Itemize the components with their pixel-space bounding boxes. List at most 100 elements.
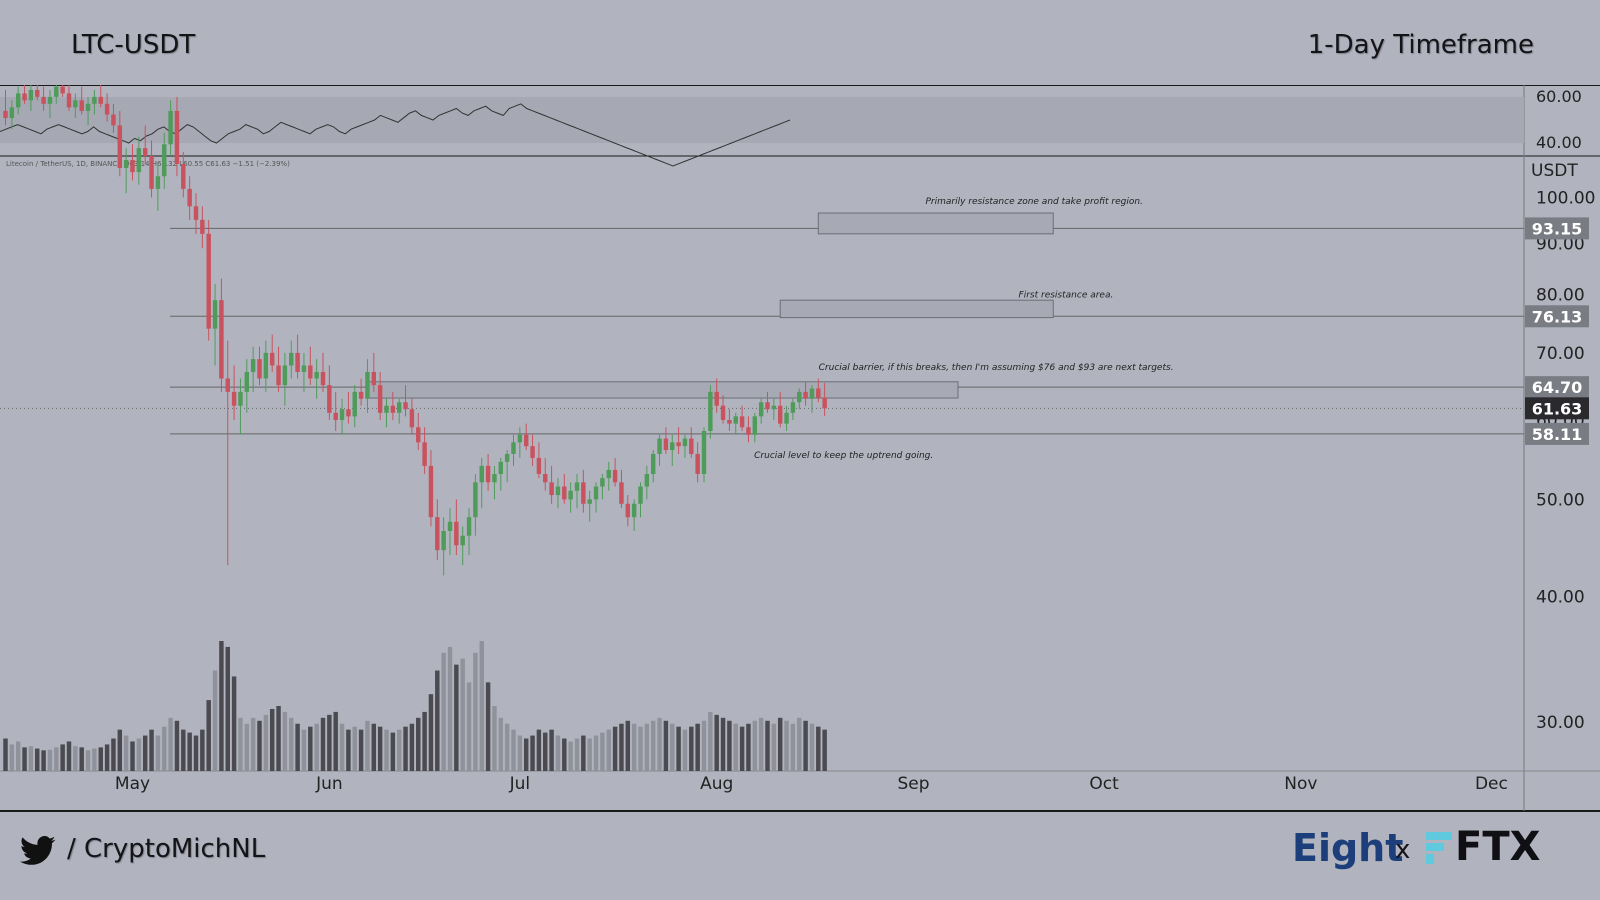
price-tick-label: 30.00 [1536, 713, 1585, 733]
volume-bar [206, 700, 211, 771]
volume-bar [549, 729, 554, 771]
candle-body [625, 503, 631, 518]
volume-bar [650, 720, 656, 771]
candle-body [701, 431, 707, 475]
price-tick-label: 80.00 [1536, 286, 1585, 306]
volume-bar [346, 729, 351, 771]
candle-body [574, 482, 580, 491]
volume-bar [365, 720, 370, 771]
candle-body [485, 465, 491, 483]
volume-bar [73, 746, 78, 771]
volume-bar [403, 726, 408, 771]
candle-body [35, 89, 40, 97]
candle-body [492, 474, 497, 483]
candle-body [606, 469, 611, 479]
candle-body [435, 517, 440, 551]
volume-bar [574, 738, 580, 771]
volume-bar [244, 723, 250, 771]
candle-body [816, 388, 821, 398]
volume-bar [447, 646, 453, 771]
volume-bar [358, 729, 364, 771]
volume-bar [250, 717, 256, 771]
volume-bar [670, 723, 675, 771]
volume-bar [384, 729, 389, 771]
volume-bar [327, 714, 332, 771]
volume-bar [92, 748, 97, 771]
candle-body [174, 110, 180, 164]
candle-body [187, 188, 192, 207]
candle-body [562, 486, 567, 500]
volume-bar [600, 732, 605, 771]
candle-body [54, 86, 59, 97]
candle-body [250, 359, 256, 372]
candle-body [346, 409, 351, 417]
candle-body [149, 156, 154, 189]
candle-body [396, 402, 402, 413]
volume-bar [733, 723, 738, 771]
candle-body [587, 499, 592, 504]
candle-body [714, 391, 719, 406]
ftx-logo-text: FTX [1455, 824, 1541, 870]
volume-bar [28, 746, 34, 771]
candle-body [695, 453, 700, 475]
price-tag [1525, 376, 1589, 399]
volume-bar [485, 682, 491, 771]
volume-bar [136, 738, 142, 771]
volume-bar [581, 735, 586, 771]
candle-body [117, 125, 123, 169]
candle-body [98, 96, 103, 104]
volume-bar [282, 711, 288, 771]
candle-body [289, 352, 294, 366]
volume-bar [9, 744, 15, 771]
volume-bar [708, 711, 713, 771]
pair-title: LTC-USDT [71, 30, 196, 60]
candle-body [308, 365, 313, 379]
candle-body [60, 86, 65, 94]
candle-body [263, 352, 269, 379]
price-tick-label: 50.00 [1536, 490, 1585, 510]
volume-bar [562, 738, 567, 771]
volume-bar [181, 729, 186, 771]
candle-body [689, 438, 694, 454]
volume-bar [777, 717, 783, 771]
candle-body [390, 405, 396, 413]
candle-body [206, 233, 211, 329]
volume-bar [619, 723, 624, 771]
volume-bar [174, 720, 180, 771]
volume-bar [523, 738, 529, 771]
candle-body [123, 159, 129, 169]
candle-body [479, 465, 484, 483]
candle-body [663, 438, 669, 451]
candle-body [136, 148, 142, 173]
volume-bar [142, 735, 148, 771]
volume-bar [269, 708, 275, 771]
volume-bar [816, 726, 821, 771]
time-tick-label: May [115, 774, 150, 794]
price-chart[interactable]: 60.0040.00USDT30.0040.0050.0060.0070.008… [0, 85, 1600, 812]
candle-body [111, 114, 116, 126]
volume-bar [441, 652, 446, 771]
candle-body [301, 365, 307, 372]
volume-bar [263, 714, 269, 771]
volume-bar [257, 720, 262, 771]
price-tag-label: 93.15 [1532, 219, 1583, 238]
candle-body [352, 391, 357, 417]
candle-body [276, 365, 281, 386]
volume-bar [238, 717, 243, 771]
volume-bar [644, 723, 650, 771]
candle-body [600, 478, 605, 487]
candle-body [333, 412, 338, 420]
candle-body [327, 385, 332, 413]
candle-body [670, 442, 675, 451]
candle-body [416, 427, 421, 443]
rsi-band [0, 97, 1524, 143]
candle-body [650, 453, 656, 475]
volume-bar [803, 720, 808, 771]
volume-bar [422, 711, 427, 771]
volume-bar [371, 723, 377, 771]
candle-body [231, 391, 237, 406]
candle-body [314, 371, 319, 379]
rsi-line [0, 103, 791, 167]
volume-bar [822, 729, 827, 771]
volume-bar [479, 641, 484, 771]
